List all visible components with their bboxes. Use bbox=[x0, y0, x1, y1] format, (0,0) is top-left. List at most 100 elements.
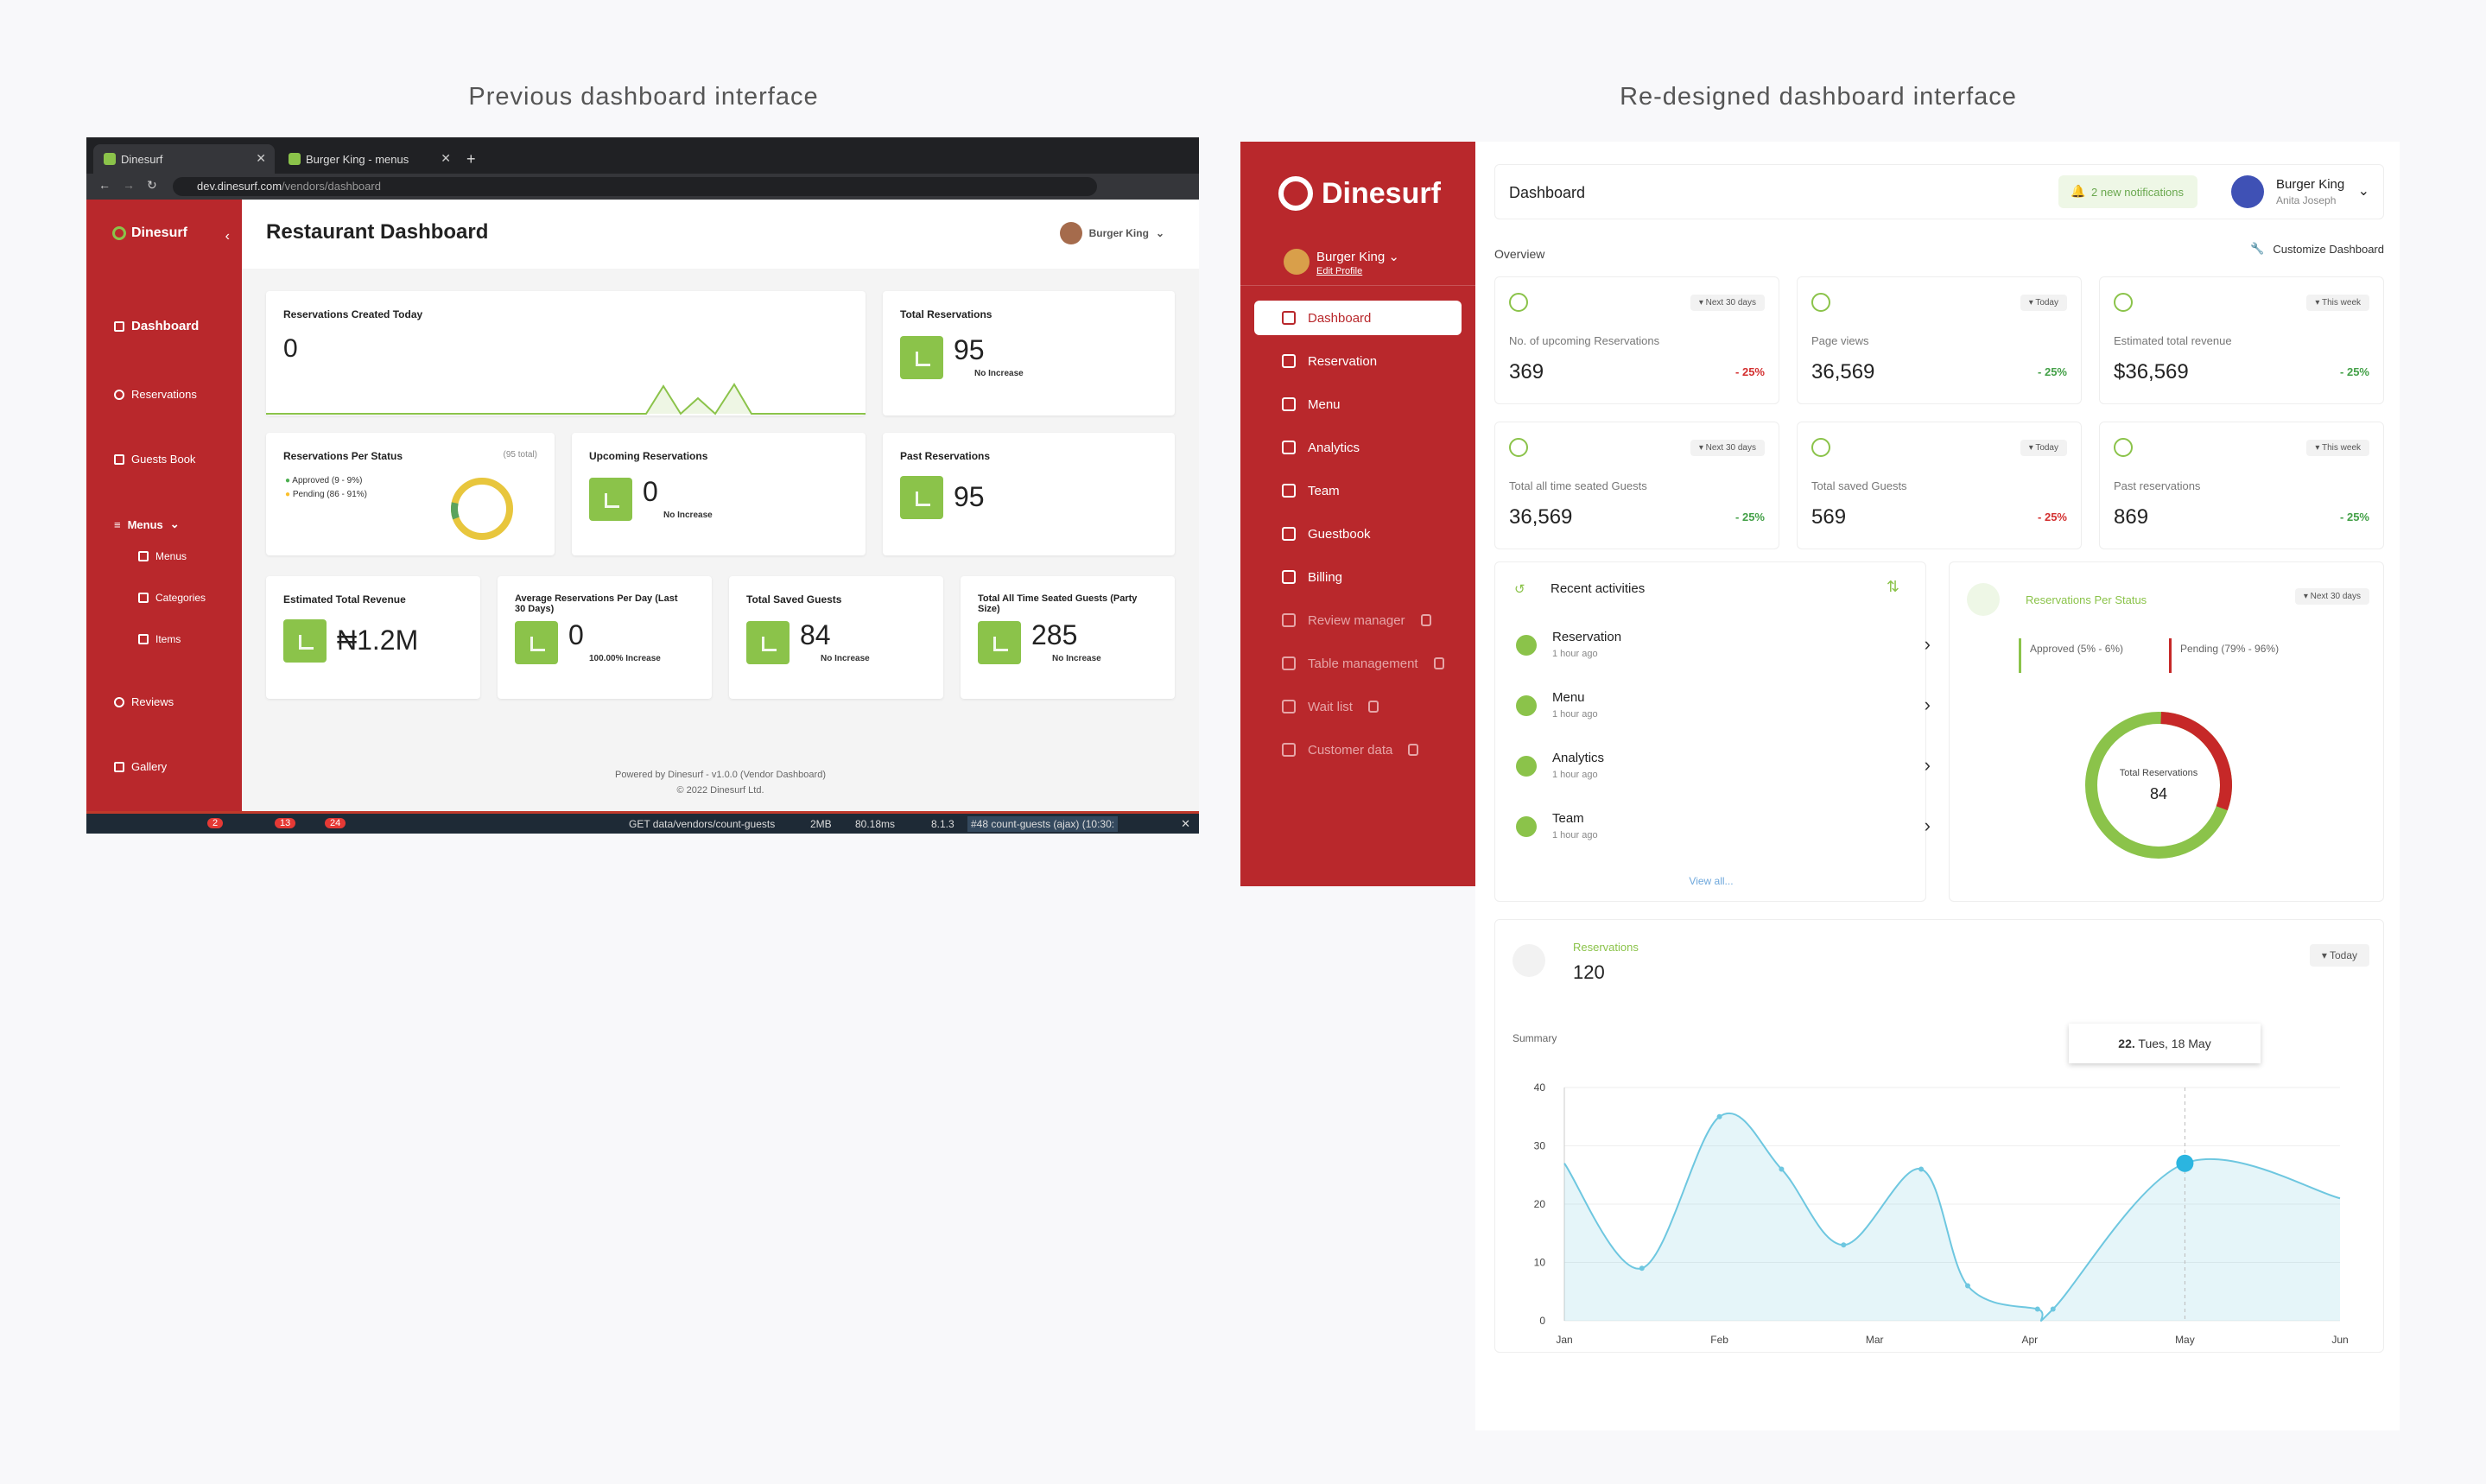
old-nav-reviews[interactable]: Reviews bbox=[114, 695, 174, 708]
activity-item[interactable]: Menu 1 hour ago › bbox=[1516, 690, 1931, 742]
y-tick-label: 0 bbox=[1539, 1315, 1545, 1327]
card-value: 84 bbox=[800, 619, 831, 650]
activity-item[interactable]: Team 1 hour ago › bbox=[1516, 811, 1931, 863]
filter-icon[interactable]: ⇅ bbox=[1886, 578, 1899, 595]
card-value: 0 bbox=[568, 619, 584, 650]
old-nav-menus-sub[interactable]: Menus bbox=[138, 550, 187, 562]
nav-label: Categories bbox=[155, 592, 206, 604]
activity-name: Analytics bbox=[1552, 751, 1605, 765]
panel-title: Recent activities bbox=[1551, 581, 1646, 596]
reload-icon[interactable]: ↻ bbox=[147, 178, 157, 192]
favicon-icon bbox=[289, 153, 301, 165]
activity-item[interactable]: Analytics 1 hour ago › bbox=[1516, 751, 1931, 802]
card-title: Average Reservations Per Day (Last 30 Da… bbox=[515, 593, 678, 614]
nav-label: Team bbox=[1308, 483, 1340, 498]
nav-item[interactable]: Reservation bbox=[1254, 344, 1462, 378]
old-nav-menus[interactable]: ≡ Menus ⌄ bbox=[114, 517, 180, 531]
nav-label: Reservations bbox=[131, 388, 197, 401]
browser-tab[interactable]: Burger King - menus ✕ bbox=[278, 144, 460, 174]
nav-item[interactable]: Guestbook bbox=[1254, 517, 1462, 551]
url-field[interactable]: dev.dinesurf.com/vendors/dashboard bbox=[173, 177, 1097, 196]
stat-label: No. of upcoming Reservations bbox=[1509, 334, 1660, 347]
range-dropdown[interactable]: ▾ Today bbox=[2309, 944, 2369, 967]
nav-item[interactable]: Dashboard bbox=[1254, 301, 1462, 335]
stat-value: 36,569 bbox=[1811, 360, 1875, 384]
nav-label: Menus bbox=[127, 517, 163, 531]
debug-badge[interactable]: 24 bbox=[325, 818, 346, 828]
close-tab-icon[interactable]: ✕ bbox=[441, 151, 451, 165]
restaurant-switcher[interactable]: Burger King ⌄ bbox=[1316, 249, 1399, 264]
list-icon: ≡ bbox=[114, 517, 121, 531]
overview-label: Overview bbox=[1494, 247, 1545, 261]
new-tab-icon[interactable]: + bbox=[466, 149, 476, 168]
old-nav-gallery[interactable]: Gallery bbox=[114, 760, 167, 773]
data-point bbox=[2176, 1154, 2194, 1172]
range-dropdown[interactable]: ▾ Next 30 days bbox=[2294, 588, 2369, 605]
old-nav-categories[interactable]: Categories bbox=[138, 592, 206, 604]
old-user-menu[interactable]: Burger King ⌄ bbox=[1059, 222, 1164, 244]
customize-dashboard-button[interactable]: 🔧 Customize Dashboard bbox=[2250, 242, 2384, 256]
nav-item[interactable]: Analytics bbox=[1254, 430, 1462, 465]
stat-icon bbox=[1509, 293, 1528, 312]
debug-badge[interactable]: 13 bbox=[275, 818, 296, 828]
range-dropdown[interactable]: ▾ This week bbox=[2306, 295, 2369, 311]
nav-item[interactable]: Billing bbox=[1254, 560, 1462, 594]
browser-tab[interactable]: Dinesurf ✕ bbox=[93, 144, 275, 174]
activity-name: Team bbox=[1552, 811, 1584, 826]
old-nav-items[interactable]: Items bbox=[138, 633, 181, 645]
chart-icon bbox=[746, 621, 790, 664]
x-tick-label: Feb bbox=[1710, 1334, 1728, 1346]
card-total-reservations: Total Reservations 95 No Increase bbox=[883, 291, 1175, 415]
stat-card: ▾ Today Total saved Guests 569 - 25% bbox=[1797, 422, 2082, 549]
old-main: Restaurant Dashboard Burger King ⌄ Reserv… bbox=[242, 200, 1199, 811]
nav-item[interactable]: Team bbox=[1254, 473, 1462, 508]
nav-icon bbox=[1282, 397, 1296, 411]
legend-label: Pending (86 - 91%) bbox=[292, 490, 367, 499]
nav-item[interactable]: Menu bbox=[1254, 387, 1462, 422]
data-point bbox=[1918, 1166, 1925, 1172]
range-dropdown[interactable]: ▾ Next 30 days bbox=[1690, 295, 1765, 311]
edit-profile-link[interactable]: Edit Profile bbox=[1316, 266, 1363, 276]
close-icon[interactable]: ✕ bbox=[1181, 817, 1190, 830]
range-dropdown[interactable]: ▾ Today bbox=[2020, 295, 2067, 311]
nav-item[interactable]: Wait list bbox=[1254, 689, 1462, 724]
range-label: This week bbox=[2321, 443, 2361, 453]
activity-name: Menu bbox=[1552, 690, 1585, 705]
forward-icon[interactable]: → bbox=[123, 178, 135, 192]
old-nav-dashboard[interactable]: Dashboard bbox=[114, 319, 199, 333]
card-saved: Total Saved Guests 84 No Increase bbox=[729, 576, 943, 699]
status-donut bbox=[2085, 712, 2232, 859]
activity-item[interactable]: Reservation 1 hour ago › bbox=[1516, 630, 1931, 682]
range-label: Next 30 days bbox=[1705, 298, 1756, 308]
nav-label: Guests Book bbox=[131, 453, 196, 466]
view-all-link[interactable]: View all... bbox=[1689, 875, 1734, 887]
data-point bbox=[2050, 1306, 2056, 1312]
notifications-button[interactable]: 🔔 2 new notifications bbox=[2058, 175, 2197, 208]
nav-item[interactable]: Table management bbox=[1254, 646, 1462, 681]
nav-item[interactable]: Customer data bbox=[1254, 732, 1462, 767]
x-tick-label: Jun bbox=[2331, 1334, 2348, 1346]
y-tick-label: 20 bbox=[1534, 1198, 1546, 1210]
chart-label: Reservations bbox=[1573, 941, 1639, 954]
range-dropdown[interactable]: ▾ Today bbox=[2020, 440, 2067, 456]
collapse-icon[interactable]: ‹ bbox=[225, 229, 230, 244]
activity-time: 1 hour ago bbox=[1552, 649, 1598, 659]
activity-icon bbox=[1516, 635, 1537, 656]
stat-icon bbox=[1811, 438, 1830, 457]
card-value: 285 bbox=[1031, 619, 1078, 650]
range-dropdown[interactable]: ▾ Next 30 days bbox=[1690, 440, 1765, 456]
old-nav-guests[interactable]: Guests Book bbox=[114, 453, 195, 466]
back-icon[interactable]: ← bbox=[98, 178, 111, 192]
range-dropdown[interactable]: ▾ This week bbox=[2306, 440, 2369, 456]
debug-badge[interactable]: 2 bbox=[207, 818, 224, 828]
card-value: 0 bbox=[643, 476, 658, 507]
chart-icon bbox=[515, 621, 558, 664]
close-tab-icon[interactable]: ✕ bbox=[256, 151, 266, 165]
folder-icon bbox=[138, 593, 149, 603]
debug-request[interactable]: #48 count-guests (ajax) (10:30: bbox=[967, 816, 1119, 832]
image-icon bbox=[114, 761, 124, 772]
nav-item[interactable]: Review manager bbox=[1254, 603, 1462, 637]
old-logo: Dinesurf bbox=[112, 225, 187, 241]
old-nav-reservations[interactable]: Reservations bbox=[114, 388, 197, 401]
chevron-down-icon[interactable]: ⌄ bbox=[2357, 184, 2369, 199]
